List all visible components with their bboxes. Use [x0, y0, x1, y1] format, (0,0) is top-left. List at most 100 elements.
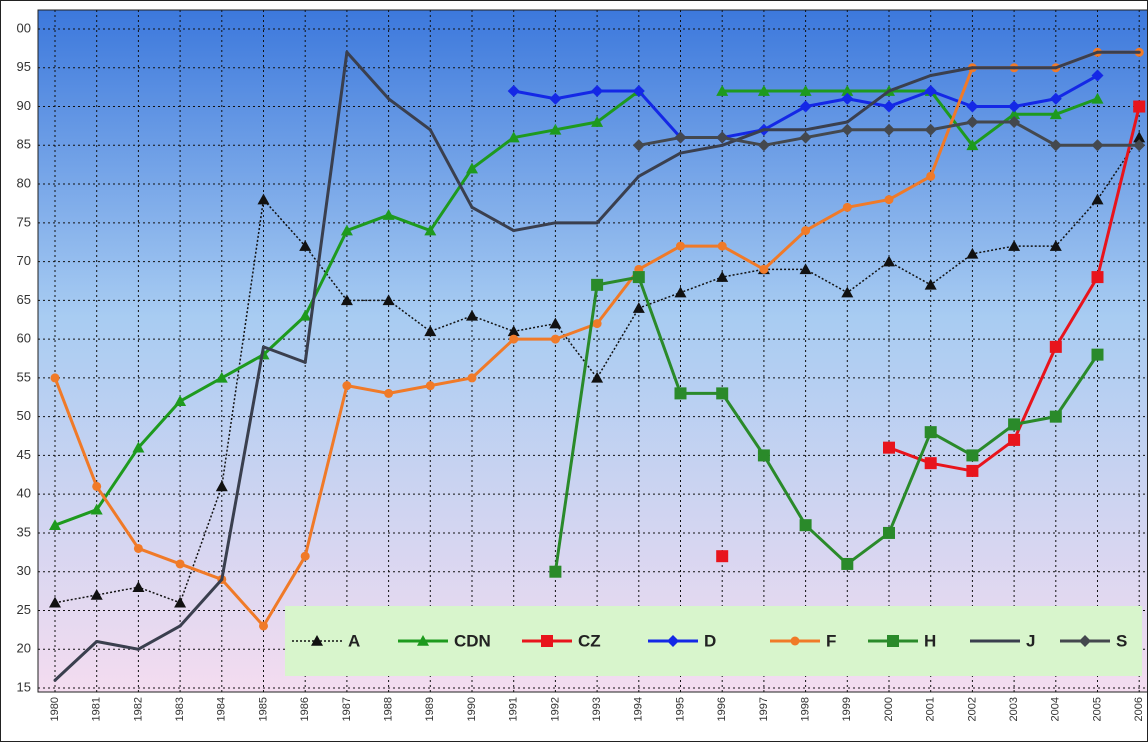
x-tick-label: 2000 — [883, 697, 895, 721]
marker — [841, 286, 854, 298]
marker — [1079, 635, 1091, 647]
x-tick-label: 2001 — [925, 697, 937, 721]
marker — [299, 240, 312, 251]
x-tick-label: 1991 — [508, 697, 520, 721]
series-line — [553, 275, 1099, 572]
marker — [632, 271, 645, 284]
y-tick-label: 30 — [17, 563, 31, 578]
marker — [884, 195, 894, 205]
point — [1096, 50, 1099, 54]
y-tick-label: 75 — [17, 214, 31, 229]
marker — [883, 123, 895, 136]
y-tick-label: 00 — [17, 20, 31, 35]
marker — [966, 139, 979, 151]
point — [345, 50, 349, 54]
x-tick-label: 1994 — [633, 697, 645, 721]
marker — [382, 209, 395, 220]
marker — [50, 373, 60, 383]
marker — [259, 621, 268, 631]
marker — [174, 395, 187, 406]
y-tick-label: 55 — [17, 369, 31, 384]
marker — [632, 139, 645, 152]
marker — [1049, 92, 1062, 105]
marker — [1091, 193, 1104, 205]
marker — [841, 557, 854, 570]
marker — [132, 441, 145, 453]
marker — [716, 131, 729, 144]
marker — [966, 449, 979, 462]
marker — [174, 596, 187, 608]
x-tick-label: 1986 — [299, 697, 311, 721]
legend-label: F — [826, 631, 836, 650]
y-tick-label: 80 — [17, 175, 31, 190]
marker — [716, 550, 729, 563]
marker — [674, 387, 687, 400]
marker — [1049, 340, 1062, 353]
x-tick-label: 1984 — [216, 697, 228, 721]
marker — [924, 426, 937, 439]
series-line — [54, 137, 1140, 604]
y-tick-label: 65 — [17, 292, 31, 307]
y-tick-label: 50 — [17, 408, 31, 423]
marker — [799, 85, 812, 96]
marker — [759, 264, 769, 274]
x-tick-label: 1998 — [800, 697, 812, 721]
marker — [883, 255, 895, 267]
point — [512, 229, 516, 233]
marker — [1008, 116, 1021, 129]
marker — [1008, 100, 1021, 113]
marker — [674, 286, 687, 298]
x-tick-label: 1981 — [91, 697, 103, 721]
point — [178, 624, 182, 628]
point — [95, 639, 99, 643]
marker — [340, 294, 353, 306]
point — [220, 577, 224, 581]
marker — [175, 559, 185, 569]
marker — [887, 635, 899, 647]
marker — [757, 85, 770, 96]
marker — [842, 202, 852, 212]
x-tick-label: 1992 — [549, 697, 561, 721]
y-tick-label: 90 — [17, 98, 31, 113]
marker — [1008, 433, 1021, 446]
x-tick-label: 2005 — [1091, 697, 1103, 721]
point — [595, 221, 599, 225]
marker — [841, 123, 854, 136]
x-tick-label: 1995 — [674, 697, 686, 721]
marker — [883, 441, 895, 454]
marker — [1049, 410, 1062, 423]
marker — [507, 85, 520, 98]
marker — [757, 139, 770, 152]
point — [136, 647, 140, 651]
marker — [382, 294, 395, 306]
marker — [790, 636, 800, 646]
marker — [424, 224, 437, 236]
legend-label: D — [704, 631, 716, 650]
point — [720, 143, 724, 147]
marker — [49, 519, 61, 530]
marker — [966, 100, 979, 113]
marker — [1091, 139, 1104, 152]
marker — [924, 457, 937, 470]
plot-area — [37, 9, 1148, 693]
point — [387, 97, 391, 101]
y-tick-label: 40 — [17, 486, 31, 501]
marker — [90, 588, 103, 600]
marker — [591, 85, 604, 98]
point — [1137, 50, 1141, 54]
marker — [384, 388, 394, 398]
marker — [1091, 92, 1104, 104]
marker — [1091, 69, 1104, 82]
point — [970, 66, 974, 70]
marker — [966, 247, 979, 259]
point — [762, 128, 766, 132]
marker — [507, 131, 520, 143]
x-tick-label: 1990 — [466, 697, 478, 721]
y-tick-label: 35 — [17, 524, 31, 539]
marker — [926, 171, 936, 181]
marker — [549, 92, 562, 105]
marker — [550, 334, 560, 344]
marker — [466, 162, 478, 174]
marker — [799, 519, 812, 532]
